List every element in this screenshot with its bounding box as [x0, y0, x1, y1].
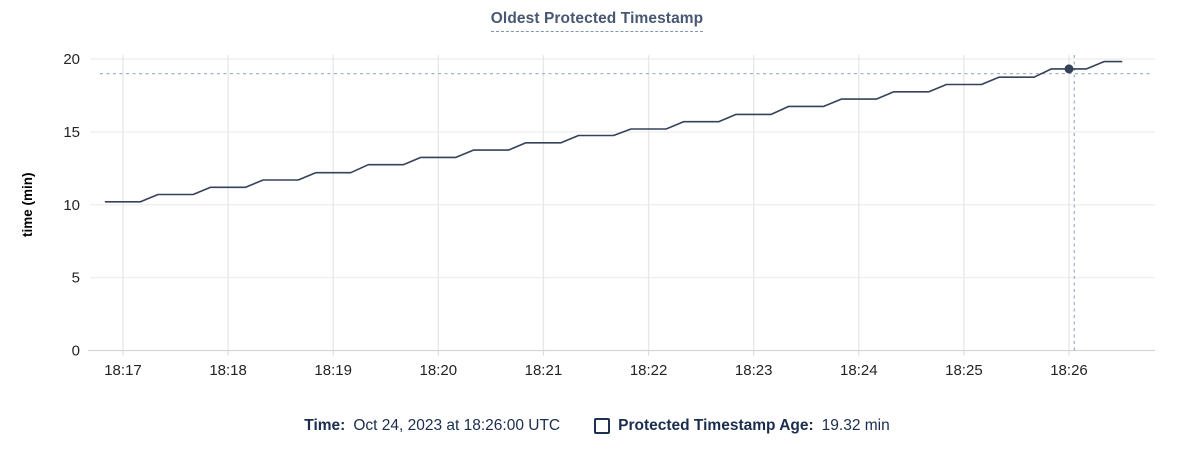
series-legend-item[interactable]: Protected Timestamp Age: 19.32 min: [594, 417, 890, 435]
x-tick-label: 18:25: [945, 362, 983, 379]
chart-title-row: Oldest Protected Timestamp: [0, 10, 1194, 32]
x-tick-label: 18:17: [104, 362, 142, 379]
y-tick-labels: 0 5 10 15 20: [63, 51, 80, 360]
y-tick-label: 10: [63, 197, 80, 214]
x-tick-labels: 18:17 18:18 18:19 18:20 18:21 18:22 18:23 18:24…: [104, 362, 1088, 379]
x-tick-label: 18:21: [525, 362, 563, 379]
x-tick-label: 18:22: [630, 362, 668, 379]
x-tick-label: 18:18: [209, 362, 247, 379]
hover-point-dot: [1064, 64, 1074, 74]
series-swatch-icon: [594, 418, 611, 434]
y-tick-label: 20: [63, 51, 80, 68]
hover-time-group: Time: Oct 24, 2023 at 18:26:00 UTC: [304, 417, 560, 435]
y-tick-label: 0: [72, 343, 80, 360]
x-tick-label: 18:24: [840, 362, 878, 379]
x-gridlines: [122, 55, 1070, 356]
y-gridlines: [90, 58, 1155, 279]
hover-legend: Time: Oct 24, 2023 at 18:26:00 UTC Prote…: [0, 417, 1194, 435]
x-tick-label: 18:19: [314, 362, 352, 379]
series-legend-value: 19.32 min: [821, 417, 890, 434]
x-tick-label: 18:23: [735, 362, 773, 379]
hover-time-label: Time:: [304, 417, 346, 434]
hover-time-value: Oct 24, 2023 at 18:26:00 UTC: [353, 417, 561, 434]
series-legend-label: Protected Timestamp Age:: [618, 417, 814, 434]
x-tick-label: 18:20: [420, 362, 458, 379]
series-line: [104, 60, 1123, 203]
hover-crosshair: [100, 55, 1153, 351]
x-tick-label: 18:26: [1050, 362, 1088, 379]
y-axis-title: time (min): [20, 173, 35, 238]
y-tick-label: 15: [63, 124, 80, 141]
y-tick-label: 5: [72, 270, 80, 287]
chart-title[interactable]: Oldest Protected Timestamp: [490, 10, 704, 32]
